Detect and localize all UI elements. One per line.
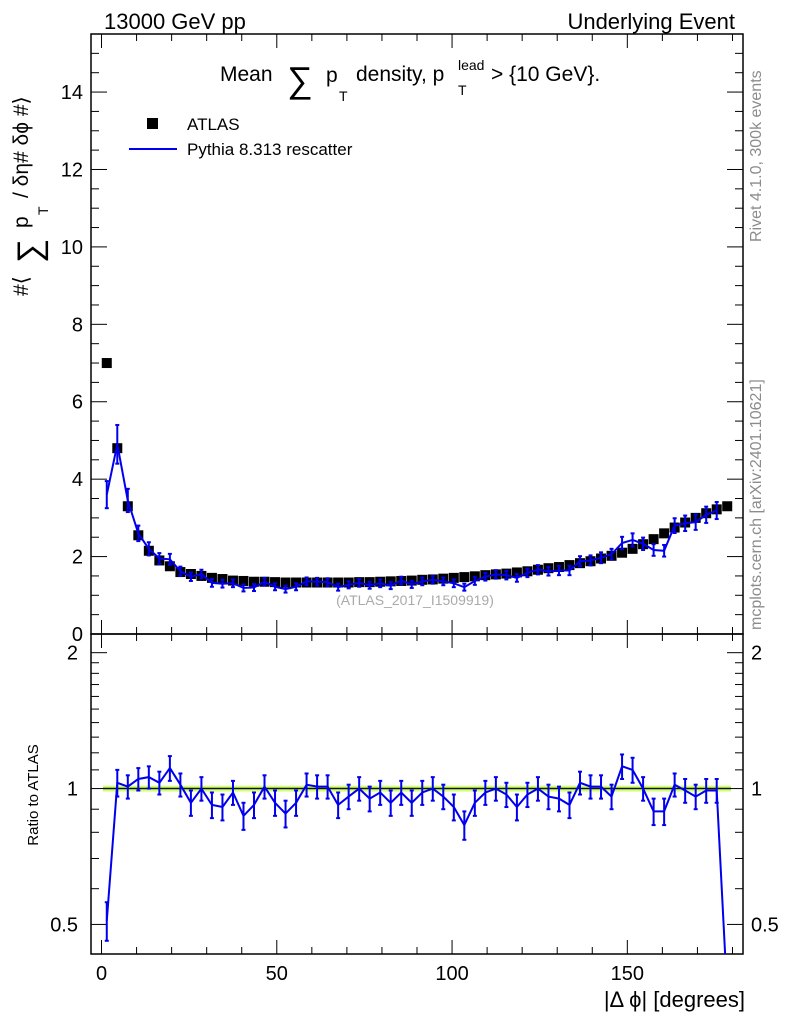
atlas-data-point	[448, 572, 459, 583]
main-y-tick-label: 14	[61, 82, 83, 104]
atlas-data-point	[164, 561, 175, 572]
atlas-data-point	[333, 577, 344, 588]
atlas-markers	[101, 358, 733, 588]
legend-atlas-label: ATLAS	[187, 115, 240, 134]
legend: ATLAS Pythia 8.313 rescatter	[129, 115, 353, 159]
title-lead-superscript: lead	[458, 57, 484, 73]
main-y-tick-label: 12	[61, 159, 83, 181]
atlas-data-point	[249, 576, 259, 587]
x-tick-label: 150	[611, 963, 644, 985]
header-right-label: Underlying Event	[567, 9, 735, 34]
ylabel-rest: / δη# δϕ #⟩	[10, 96, 33, 198]
main-y-tick-label: 2	[72, 547, 83, 569]
rivet-info-text: Rivet 4.1.0, 300k events	[748, 70, 765, 242]
analysis-watermark: (ATLAS_2017_I1509919)	[336, 592, 494, 608]
pythia-line	[105, 444, 718, 591]
ratio-series	[104, 753, 727, 954]
ylabel-sum-symbol: ∑	[11, 239, 49, 263]
ratio-y-tick-label-right: 0.5	[751, 914, 779, 936]
main-y-tick-label: 10	[61, 237, 83, 259]
title-p: p	[326, 64, 338, 87]
x-tick-label: 50	[266, 963, 288, 985]
atlas-data-point	[459, 572, 470, 583]
title-suffix: > {10 GeV}.	[491, 63, 600, 86]
atlas-data-point	[722, 501, 733, 512]
ratio-panel: 0 50 100 150 0.5 0.5 1 1 2 2	[50, 633, 779, 985]
main-y-tick-label: 4	[72, 469, 83, 491]
title-prefix: Mean	[220, 63, 273, 86]
atlas-data-point	[511, 567, 522, 578]
ratio-y-axis-label: Ratio to ATLAS	[25, 744, 42, 845]
legend-atlas-marker	[147, 118, 158, 129]
atlas-data-point	[648, 534, 659, 545]
atlas-data-point	[659, 528, 670, 539]
ratio-y-tick-label-left: 1	[67, 779, 78, 801]
main-y-tick-label: 6	[72, 392, 83, 414]
plot-title: Mean ∑ p T density, p lead T > {10 GeV}.	[220, 57, 600, 104]
main-y-tick-label: 8	[72, 314, 83, 336]
atlas-data-point	[101, 358, 112, 369]
ratio-y-tick-label-left: 0.5	[50, 914, 78, 936]
main-panel: 0 2 4 6 8 10 12 14	[61, 33, 744, 646]
atlas-data-point	[280, 577, 291, 588]
header-left-label: 13000 GeV pp	[104, 9, 246, 34]
atlas-data-point	[206, 572, 217, 583]
title-t-subscript: T	[339, 88, 348, 104]
ratio-y-tick-label-left: 2	[67, 643, 78, 665]
x-tick-label: 0	[96, 963, 107, 985]
title-density: density, p	[356, 63, 444, 86]
mcplots-info-text: mcplots.cern.ch [arXiv:2401.10621]	[748, 379, 765, 630]
ratio-y-tick-label-right: 2	[751, 643, 762, 665]
atlas-data-point	[627, 543, 638, 554]
atlas-data-point	[617, 547, 628, 558]
title-sum-symbol: ∑	[287, 59, 313, 100]
main-y-axis-label: #⟨ ∑ p T / δη# δϕ #⟩	[10, 96, 51, 296]
atlas-data-point	[270, 577, 281, 588]
x-tick-label: 100	[435, 963, 468, 985]
atlas-data-point	[238, 575, 249, 586]
title-t-subscript-2: T	[458, 82, 467, 98]
ylabel-open: #⟨	[10, 276, 33, 296]
ylabel-p: p	[10, 216, 33, 228]
x-axis-label: |Δ ϕ| [degrees]	[604, 987, 745, 1012]
ratio-line	[105, 765, 727, 954]
main-y-tick-label: 0	[72, 624, 83, 646]
ylabel-t-subscript: T	[35, 206, 51, 215]
legend-pythia-label: Pythia 8.313 rescatter	[187, 140, 353, 159]
ratio-y-tick-label-right: 1	[751, 779, 762, 801]
pythia-series	[104, 423, 719, 594]
